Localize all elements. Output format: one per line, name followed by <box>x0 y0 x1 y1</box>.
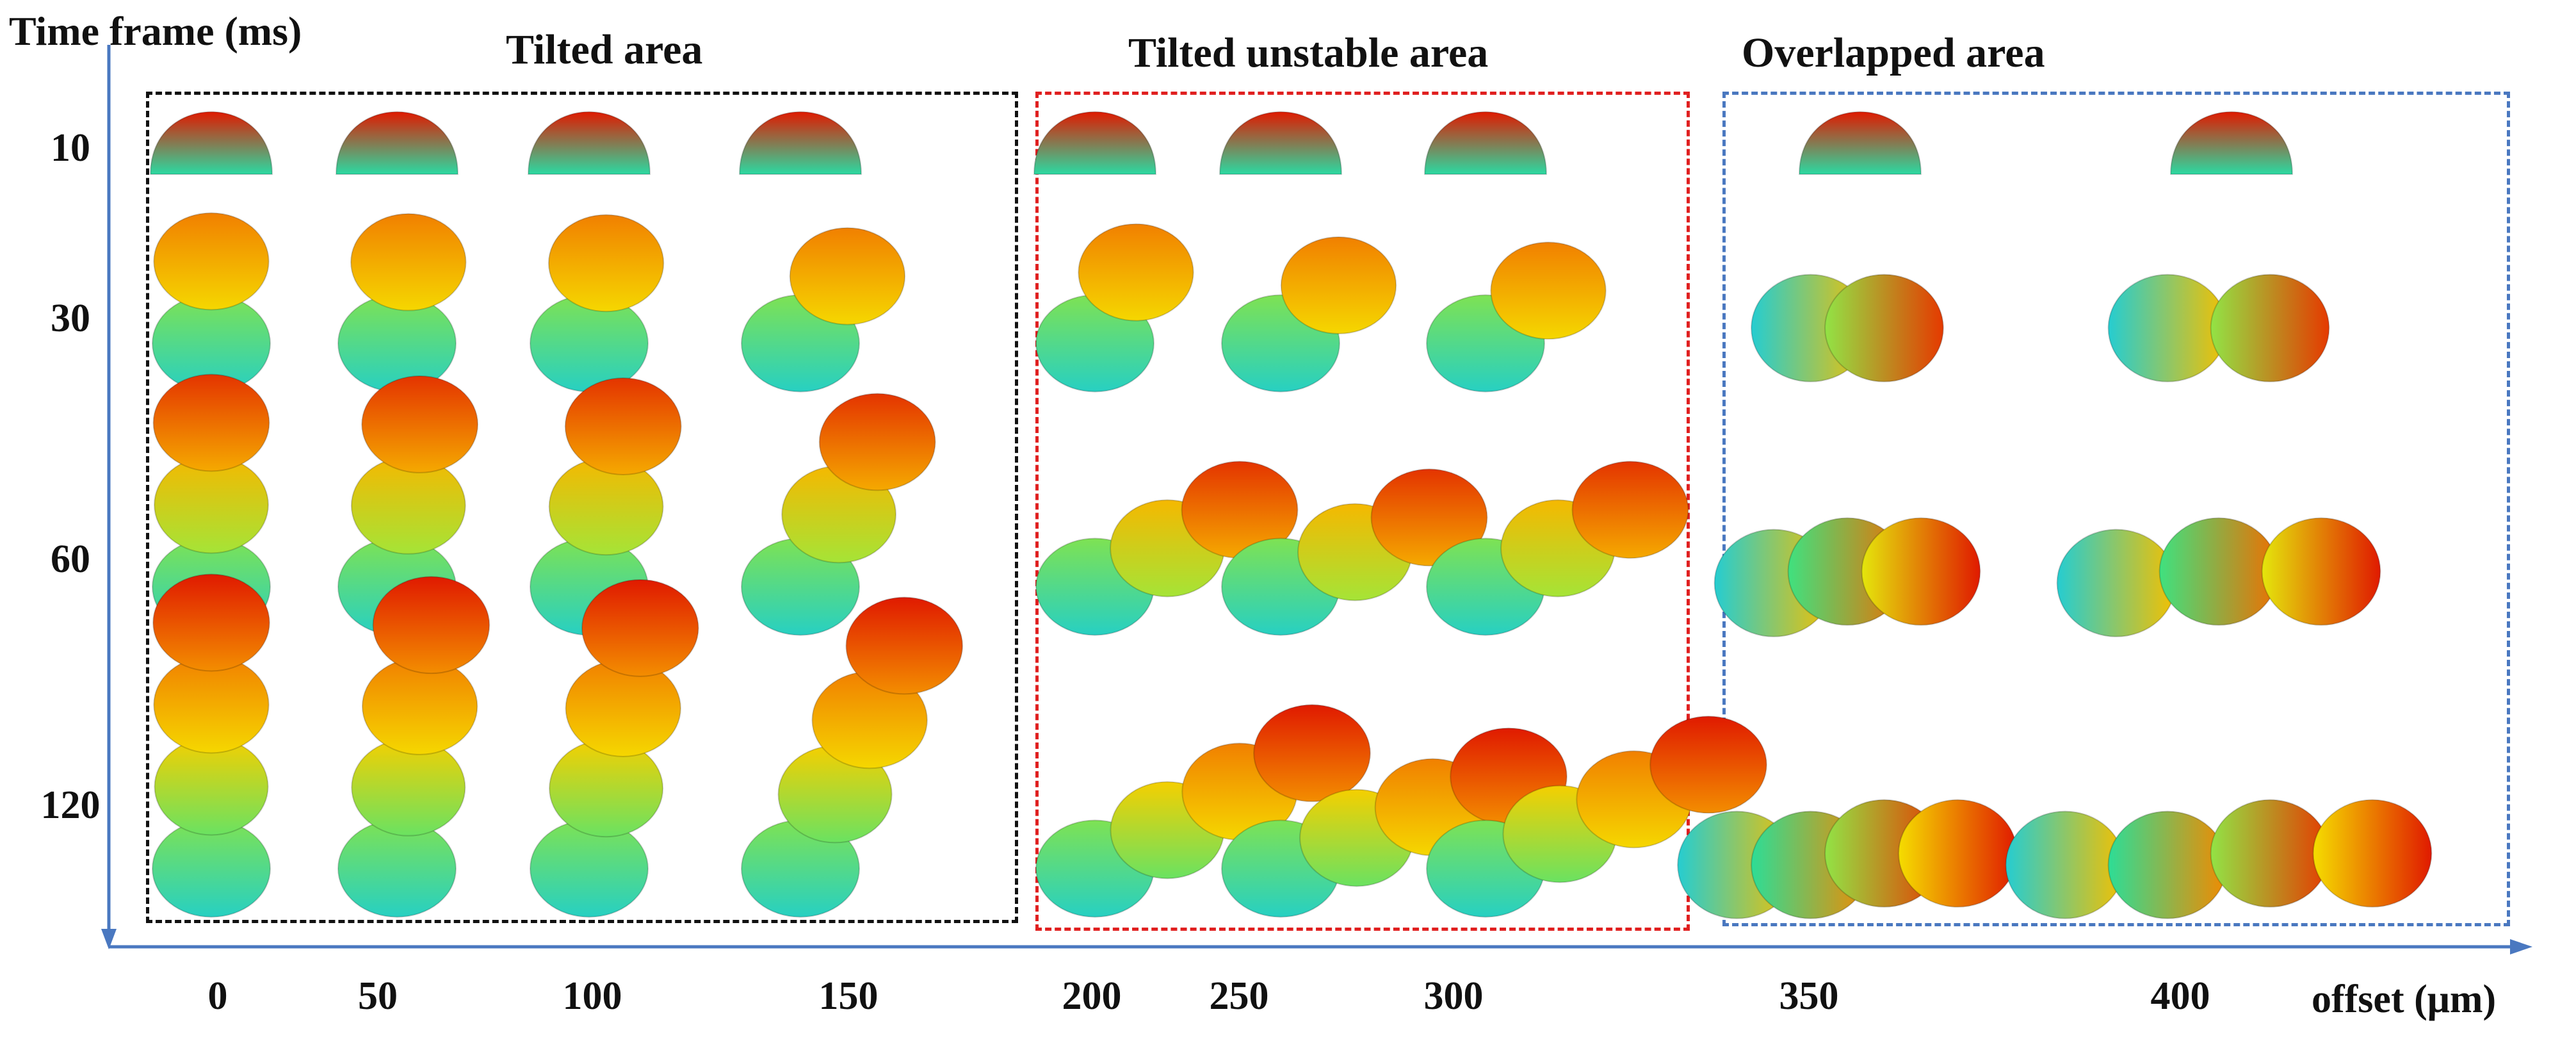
droplet-layer-3 <box>1370 468 1488 567</box>
region-frame-overlapped <box>1722 92 2510 926</box>
droplet-r0-c3 <box>738 111 863 175</box>
droplet-layer-1 <box>2056 528 2176 637</box>
droplet-layer-4 <box>372 576 490 675</box>
row-label-120: 120 <box>40 783 101 827</box>
col-label-250: 250 <box>1209 974 1269 1018</box>
col-label-50: 50 <box>358 974 398 1018</box>
droplet-r2-c8 <box>2056 517 2381 637</box>
droplet-r2-c7 <box>1713 517 1981 637</box>
droplet-layer-2 <box>2210 274 2330 382</box>
row-label-30: 30 <box>51 297 90 340</box>
y-axis-title: Time frame (ms) <box>9 8 302 54</box>
col-label-150: 150 <box>818 974 879 1018</box>
droplet-layer-1 <box>335 111 459 175</box>
col-label-100: 100 <box>562 974 622 1018</box>
droplet-r0-c6 <box>1423 111 1548 175</box>
droplet-r1-c7 <box>1751 274 1944 382</box>
droplet-layer-3 <box>818 393 936 491</box>
droplet-r3-c2 <box>530 578 699 918</box>
droplet-layer-2 <box>1824 274 1944 382</box>
droplet-layer-1 <box>2169 111 2294 175</box>
droplet-layer-2 <box>547 214 665 313</box>
droplet-layer-3 <box>152 373 270 472</box>
droplet-layer-4 <box>1649 716 1767 814</box>
droplet-layer-4 <box>1253 704 1371 803</box>
droplet-r2-c2 <box>530 377 682 636</box>
droplet-layer-4 <box>581 578 699 677</box>
droplet-layer-2 <box>789 227 906 325</box>
droplet-r0-c5 <box>1219 111 1343 175</box>
row-label-60: 60 <box>51 537 90 581</box>
droplet-layer-4 <box>152 573 270 672</box>
droplet-r1-c1 <box>337 213 467 393</box>
droplet-layer-4 <box>845 596 964 695</box>
x-axis-arrow <box>2510 939 2532 954</box>
droplet-layer-1 <box>1798 111 1922 175</box>
droplet-layer-1 <box>1423 111 1548 175</box>
region-title-tilted-unstable: Tilted unstable area <box>1128 29 1489 76</box>
col-label-0: 0 <box>207 974 228 1018</box>
droplet-layer-2 <box>1280 236 1397 334</box>
droplet-r0-c0 <box>149 111 273 175</box>
droplet-r1-c8 <box>2107 274 2330 382</box>
droplet-layer-3 <box>361 375 479 473</box>
droplet-r0-c4 <box>1033 111 1157 175</box>
droplet-r1-c0 <box>152 212 271 393</box>
droplet-r3-c8 <box>2005 799 2433 919</box>
col-label-200: 200 <box>1062 974 1122 1018</box>
region-title-overlapped: Overlapped area <box>1742 29 2045 76</box>
droplet-layer-3 <box>1861 517 1981 626</box>
region-title-tilted: Tilted area <box>506 26 703 73</box>
droplet-r3-c3 <box>741 596 964 918</box>
droplet-r2-c5 <box>1221 468 1488 636</box>
droplet-r3-c7 <box>1677 799 2018 919</box>
droplet-layer-2 <box>1078 223 1194 322</box>
droplet-layer-1 <box>1219 111 1343 175</box>
x-axis-title: offset (μm) <box>2312 978 2497 1021</box>
droplet-layer-3 <box>1571 461 1689 559</box>
col-label-350: 350 <box>1779 974 1839 1018</box>
droplet-r2-c3 <box>741 393 936 636</box>
droplet-layer-2 <box>2107 810 2228 919</box>
droplet-r3-c6 <box>1426 716 1767 918</box>
row-label-10: 10 <box>51 126 90 170</box>
region-frame-tilted <box>146 92 1018 923</box>
droplet-layer-1 <box>527 111 651 175</box>
droplet-layer-2 <box>1490 242 1607 340</box>
droplet-r0-c8 <box>2169 111 2294 175</box>
region-frame-tilted-unstable <box>1035 92 1690 931</box>
col-label-400: 400 <box>2150 974 2210 1018</box>
droplet-r1-c6 <box>1426 242 1607 393</box>
droplet-layer-4 <box>1898 799 2018 908</box>
droplet-r2-c6 <box>1426 461 1689 636</box>
droplet-r1-c5 <box>1221 236 1397 393</box>
droplet-layer-3 <box>2261 517 2381 626</box>
droplet-r0-c2 <box>527 111 651 175</box>
droplet-layer-1 <box>2107 274 2228 382</box>
droplet-r1-c2 <box>530 214 665 393</box>
y-axis-arrow <box>101 929 117 949</box>
droplet-r2-c4 <box>1035 461 1299 636</box>
droplet-layer-2 <box>153 212 270 311</box>
droplet-r3-c1 <box>337 576 490 918</box>
droplet-r1-c3 <box>741 227 906 393</box>
droplet-layer-3 <box>564 377 682 476</box>
droplet-r0-c1 <box>335 111 459 175</box>
droplet-layer-1 <box>2005 810 2125 919</box>
droplet-layer-1 <box>149 111 273 175</box>
droplet-r3-c4 <box>1035 704 1371 918</box>
droplet-layer-1 <box>738 111 863 175</box>
droplet-r3-c0 <box>152 573 271 918</box>
droplet-layer-3 <box>2210 799 2330 908</box>
droplet-layer-4 <box>2312 799 2433 908</box>
droplet-r1-c4 <box>1035 223 1194 393</box>
droplet-layer-2 <box>2159 517 2279 626</box>
droplet-r0-c7 <box>1798 111 1922 175</box>
droplet-layer-2 <box>350 213 467 311</box>
droplet-layer-1 <box>1033 111 1157 175</box>
col-label-300: 300 <box>1423 974 1484 1018</box>
